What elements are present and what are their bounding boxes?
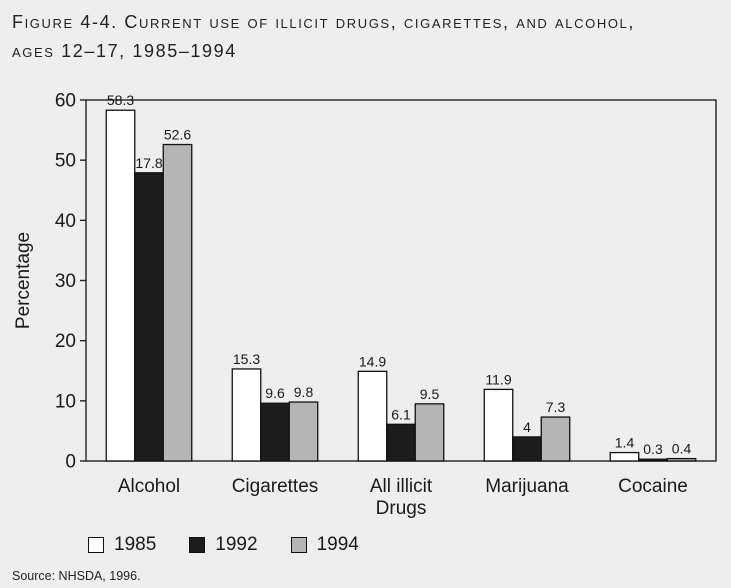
legend-label-1992: 1992 [215, 534, 258, 555]
bar-1992-3 [386, 423, 416, 462]
data-label: 17.8 [135, 155, 162, 171]
bar-1994-3 [414, 403, 445, 462]
data-label: 9.8 [294, 384, 314, 400]
bar-1985-1 [105, 109, 136, 462]
legend-item-1985: 1985 [88, 534, 156, 556]
x-category-label: Drugs [376, 498, 427, 519]
figure-title: Figure 4-4. Current use of illicit drugs… [12, 8, 722, 66]
legend-swatch-1992 [189, 537, 206, 553]
data-label: 0.4 [672, 441, 692, 457]
x-category-label: Marijuana [485, 476, 569, 497]
data-label: 4 [523, 419, 531, 435]
bar-1992-1 [134, 172, 164, 462]
y-tick-label: 40 [55, 211, 76, 232]
legend: 1985 1992 1994 [88, 533, 392, 557]
legend-swatch-1985 [88, 537, 104, 553]
legend-item-1992: 1992 [189, 534, 258, 556]
y-tick-label: 0 [65, 452, 76, 473]
y-tick-label: 20 [55, 331, 76, 352]
data-label: 1.4 [615, 435, 635, 451]
y-tick-label: 10 [55, 391, 76, 412]
bar-1985-2 [231, 368, 262, 462]
legend-label-1985: 1985 [114, 534, 157, 555]
legend-item-1994: 1994 [290, 534, 359, 556]
y-tick-label: 60 [55, 91, 76, 112]
data-label: 0.3 [643, 441, 663, 457]
data-label: 14.9 [359, 353, 386, 369]
x-category-label: Alcohol [118, 476, 180, 497]
bar-1992-2 [260, 402, 290, 462]
source-note: Source: NHSDA, 1996. [12, 569, 141, 583]
x-category-label: All illicit [370, 476, 433, 497]
data-label: 7.3 [546, 399, 566, 415]
data-label: 9.5 [420, 386, 440, 402]
y-tick-label: 50 [55, 151, 76, 172]
data-label: 6.1 [391, 406, 411, 422]
x-category-label: Cocaine [618, 476, 688, 497]
bar-1994-1 [162, 143, 193, 462]
bar-1985-3 [357, 370, 388, 462]
bar-1992-5 [638, 458, 668, 462]
y-tick-label: 30 [55, 271, 76, 292]
bar-1994-5 [666, 457, 697, 462]
figure-title-line-1: Figure 4-4. Current use of illicit drugs… [12, 12, 635, 32]
x-category-label: Cigarettes [232, 476, 319, 497]
data-label: 9.6 [265, 385, 285, 401]
bar-1992-4 [512, 436, 542, 462]
y-axis-label: Percentage [13, 232, 34, 329]
data-label: 52.6 [164, 127, 191, 143]
bar-1985-5 [609, 451, 640, 462]
bar-1994-4 [540, 416, 571, 462]
data-label: 11.9 [485, 371, 511, 387]
bar-1994-2 [288, 401, 319, 462]
legend-swatch-1994 [290, 537, 307, 553]
legend-label-1994: 1994 [316, 534, 359, 555]
bar-1985-4 [483, 388, 514, 462]
data-label: 15.3 [233, 351, 260, 367]
data-label: 58.3 [107, 92, 134, 108]
figure-title-line-2: ages 12–17, 1985–1994 [12, 41, 237, 61]
